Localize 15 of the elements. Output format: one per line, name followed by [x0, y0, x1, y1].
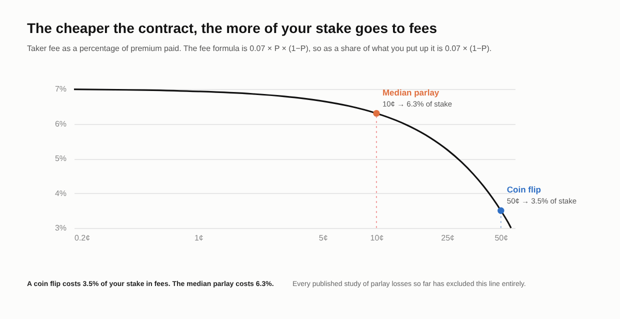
- chart-subtitle: Taker fee as a percentage of premium paid. The fee formula is 0.07 × P × (1−P), so as a share of what you put up it is 0.07 × (1−P).: [27, 44, 492, 53]
- x-tick-label: 5¢: [318, 234, 328, 242]
- series-label: Median parlay: [382, 87, 440, 98]
- x-tick-label: 10¢: [370, 234, 384, 242]
- series-label: Coin flip: [506, 184, 541, 195]
- x-tick-label: 0.2¢: [74, 234, 90, 242]
- x-tick-label: 1¢: [194, 234, 204, 242]
- y-tick-label: 4%: [54, 188, 66, 198]
- y-tick-label: 5%: [54, 154, 66, 163]
- y-tick-label: 6%: [54, 119, 66, 128]
- x-tick-label: 25¢: [441, 234, 454, 242]
- y-tick-label: 7%: [54, 84, 66, 94]
- chart-title: The cheaper the contract, the more of your stake goes to fees: [27, 20, 438, 36]
- x-tick-label: 50¢: [494, 234, 508, 242]
- y-tick-label: 3%: [54, 224, 66, 232]
